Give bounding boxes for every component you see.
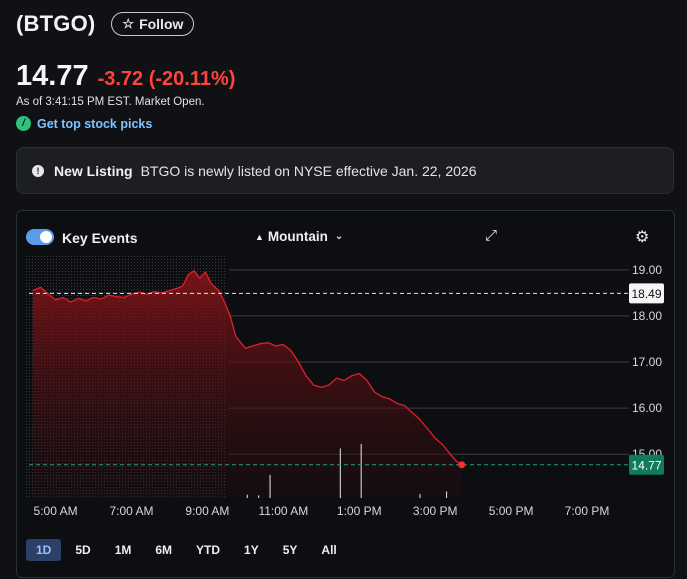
x-tick-label: 9:00 AM [185, 504, 229, 518]
range-button-5y[interactable]: 5Y [282, 543, 298, 557]
x-tick-label: 5:00 PM [489, 504, 534, 518]
x-tick-label: 11:00 AM [258, 504, 308, 518]
prev-close-badge [629, 283, 664, 304]
price-change: -3.72 (-20.11%) [97, 68, 236, 90]
price-row: 14.77 -3.72 (-20.11%) [16, 60, 235, 93]
range-button-1m[interactable]: 1M [114, 543, 132, 557]
new-listing-notice: ! New Listing BTGO is newly listed on NY… [16, 147, 674, 194]
x-tick-label: 1:00 PM [337, 504, 382, 518]
y-tick-label: 19.00 [632, 263, 662, 277]
notice-body: BTGO is newly listed on NYSE effective J… [140, 162, 477, 179]
x-tick-label: 7:00 AM [109, 504, 153, 518]
as-of-timestamp: As of 3:41:15 PM EST. Market Open. [16, 96, 205, 108]
x-tick-label: 5:00 AM [34, 504, 78, 518]
last-price-badge [629, 454, 664, 475]
current-price: 14.77 [16, 60, 89, 92]
follow-button[interactable]: ☆ Follow [111, 12, 195, 36]
prev-close-label: 18.49 [631, 287, 661, 301]
chart-type-dropdown[interactable]: ▲ Mountain ⌄ [255, 229, 343, 244]
chart-type-label: Mountain [267, 229, 328, 244]
range-button-1d[interactable]: 1D [26, 539, 62, 561]
range-button-1y[interactable]: 1Y [244, 543, 259, 557]
key-events-label: Key Events [62, 230, 138, 246]
range-button-5d[interactable]: 5D [75, 543, 91, 557]
y-tick-label: 18.00 [632, 309, 662, 323]
price-line [32, 270, 463, 466]
alert-icon: ! [32, 164, 44, 177]
y-tick-label: 17.00 [632, 355, 662, 369]
last-price-dot [458, 461, 466, 469]
stock-picks-label: Get top stock picks [37, 116, 153, 131]
chart-card: 19.00 18.00 17.00 16.00 15.00 18.49 14.77 5:00 … [16, 210, 675, 578]
star-icon: ☆ [122, 16, 135, 31]
last-price-label: 14.77 [631, 458, 661, 472]
price-chart: 19.0018.0017.0016.0015.0018.4914.775:00 … [25, 256, 664, 518]
ticker-symbol: (BTGO) [16, 11, 96, 36]
stock-picks-link[interactable]: / Get top stock picks [16, 116, 152, 131]
stock-picks-icon: / [16, 116, 31, 131]
mountain-icon: ▲ [255, 231, 264, 242]
toggle-knob [40, 231, 52, 243]
expand-icon[interactable]: ⤢ [485, 227, 498, 244]
follow-label: Follow [139, 16, 184, 32]
gear-icon[interactable]: ⚙ [635, 229, 650, 246]
range-button-ytd[interactable]: YTD [196, 543, 221, 557]
header: (BTGO) ☆ Follow [16, 10, 195, 38]
time-range-bar: 1D 5D 1M 6M YTD 1Y 5Y All [26, 539, 347, 561]
key-events-toggle[interactable] [26, 229, 54, 245]
price-area [32, 270, 462, 498]
range-button-all[interactable]: All [321, 543, 337, 557]
range-button-6m[interactable]: 6M [155, 543, 173, 557]
chevron-down-icon: ⌄ [334, 231, 344, 242]
notice-title: New Listing [54, 162, 133, 179]
x-tick-label: 3:00 PM [413, 504, 458, 518]
y-tick-label: 16.00 [632, 401, 662, 415]
chart-toolbar: Key Events ▲ Mountain ⌄ ⤢ ⚙ [17, 211, 674, 261]
x-tick-label: 7:00 PM [565, 504, 610, 518]
